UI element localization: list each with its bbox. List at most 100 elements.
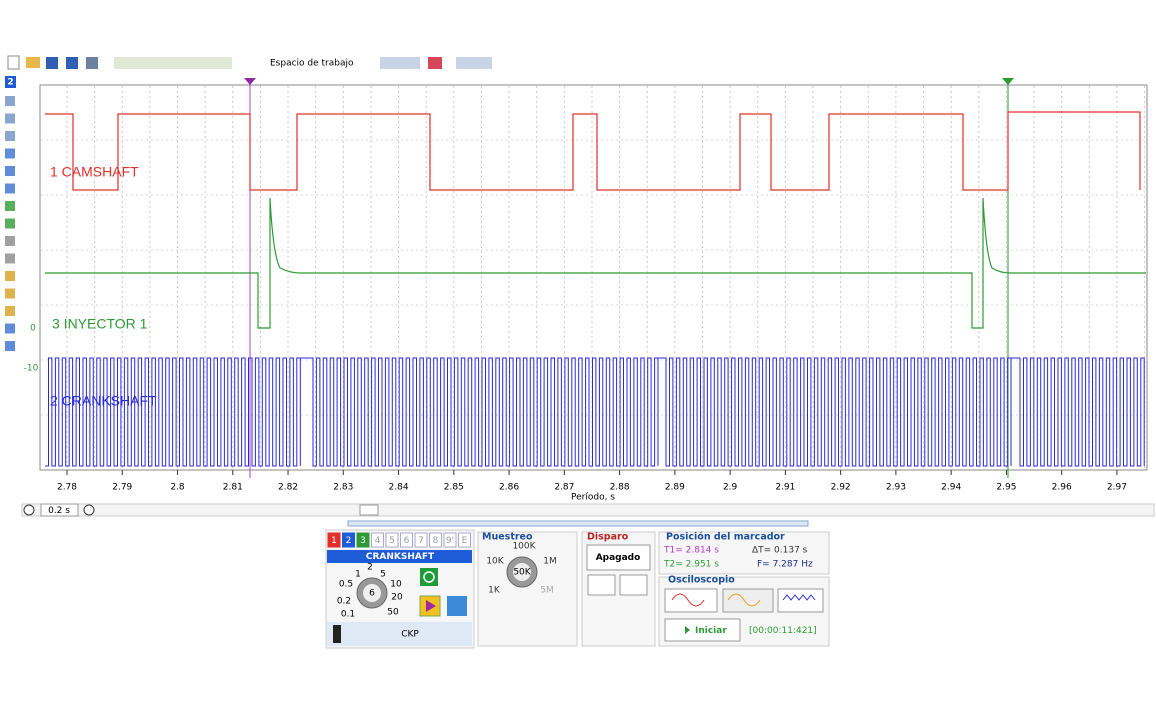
trigger-mode-button[interactable] (586, 544, 651, 571)
side-tool[interactable] (5, 306, 15, 316)
start-button[interactable] (664, 618, 741, 642)
new-icon[interactable] (7, 55, 20, 70)
side-tool[interactable] (5, 201, 15, 211)
side-tool[interactable] (5, 341, 15, 351)
x-tick-label: 2.84 (389, 483, 409, 493)
zoom-in[interactable] (83, 504, 95, 516)
x-tick-label: 2.94 (941, 483, 961, 493)
power-button[interactable] (420, 568, 438, 586)
probe[interactable]: CKP (401, 630, 419, 640)
channel-tab-label[interactable]: 5 (389, 536, 395, 546)
x-tick-label: 2.91 (775, 483, 795, 493)
knob-label: 0.1 (341, 610, 355, 620)
wave-icons[interactable] (114, 57, 232, 69)
channel-tab-label[interactable]: 2 (346, 536, 352, 546)
sampling-panel: Muestreo 50K 100K 10K 1M 1K 5M (477, 531, 578, 647)
channel-tab[interactable] (458, 532, 471, 548)
side-tool[interactable] (5, 236, 15, 246)
channel-label-injector[interactable]: 3 INYECTOR 1 (52, 316, 148, 332)
save-icon[interactable] (46, 57, 58, 69)
knob-label: 0.5 (339, 580, 353, 590)
knob-label: 50 (387, 608, 399, 618)
side-tool[interactable] (5, 113, 15, 124)
trigger-mode[interactable]: Apagado (596, 553, 641, 563)
channel-label-crankshaft[interactable]: 2 CRANKSHAFT (50, 393, 157, 409)
channel-tab-label[interactable]: 6 (404, 536, 410, 546)
y-label: 0 (30, 324, 36, 334)
x-tick-label: 2.89 (665, 483, 685, 493)
channel-tab-label[interactable]: 3 (360, 536, 366, 546)
view-icons[interactable] (456, 57, 492, 69)
channel-tab[interactable] (385, 532, 399, 548)
channel-tab[interactable] (414, 532, 428, 548)
channel-tab-label[interactable]: 4 (375, 536, 381, 546)
sampling-value[interactable]: 50K (513, 568, 531, 578)
trigger-panel: Disparo Apagado (581, 531, 656, 647)
channel-tab[interactable] (429, 532, 442, 548)
mode-sine[interactable] (664, 588, 718, 613)
knob-label: 2 (367, 563, 373, 573)
channel-tab[interactable] (371, 532, 384, 548)
delta-t: ΔT= 0.137 s (752, 546, 808, 556)
x-tick-label: 2.85 (444, 483, 464, 493)
zoom-out[interactable] (23, 504, 35, 516)
undo-icons[interactable] (380, 57, 420, 69)
side-tool[interactable] (5, 183, 15, 194)
knob-label: 20 (391, 593, 403, 603)
open-icon[interactable] (26, 57, 40, 68)
sampling-label: 5M (540, 586, 554, 596)
scope-title: Osciloscopio (668, 575, 735, 586)
period-value[interactable]: 0.2 s (48, 506, 70, 516)
side-tool[interactable] (5, 288, 15, 299)
active-channel[interactable]: 2 (7, 78, 13, 88)
x-axis-title: Período, s (571, 493, 615, 503)
workspace[interactable]: Espacio de trabajo (270, 59, 354, 69)
t2: T2= 2.951 s (663, 560, 719, 570)
side-tool[interactable] (5, 271, 15, 281)
side-tool[interactable] (5, 166, 15, 176)
channel-panel: 1 2 3 4 5 6 7 8 9' E CRANKSHAFT 6 1251020500.50.2… (325, 529, 475, 649)
marker-t1-handle[interactable] (244, 78, 256, 85)
sampling-label: 1M (543, 557, 557, 567)
channel-tab[interactable] (400, 532, 413, 548)
sampling-label: 100K (512, 542, 536, 552)
start-label[interactable]: Iniciar (695, 626, 727, 636)
knob-value[interactable]: 6 (369, 589, 375, 599)
x-tick-label: 2.87 (554, 483, 574, 493)
side-tool[interactable] (5, 218, 15, 229)
x-tick-label: 2.93 (886, 483, 906, 493)
side-tool[interactable] (5, 96, 15, 106)
marker-t2-handle[interactable] (1002, 78, 1014, 85)
mode-overlay[interactable] (722, 588, 774, 613)
knob-label: 5 (380, 570, 386, 580)
print-icon[interactable] (86, 57, 98, 69)
channel-tab[interactable] (443, 532, 457, 548)
channel-tab-label[interactable]: E (462, 536, 468, 546)
sampling-label: 1K (488, 586, 501, 596)
x-tick-label: 2.78 (57, 483, 77, 493)
channel-label-camshaft[interactable]: 1 CAMSHAFT (50, 164, 139, 180)
rising-edge[interactable] (587, 574, 616, 596)
channel-tab-label[interactable]: 8 (433, 536, 439, 546)
channel-tab-label[interactable]: 1 (331, 536, 337, 546)
calc-button[interactable] (447, 596, 467, 616)
x-tick-label: 2.92 (831, 483, 851, 493)
save-as-icon[interactable] (66, 57, 78, 69)
channel-tab[interactable] (342, 532, 355, 548)
x-tick-label: 2.81 (223, 483, 243, 493)
falling-edge[interactable] (619, 574, 648, 596)
side-tool[interactable] (5, 323, 15, 334)
side-tool[interactable] (5, 253, 15, 264)
side-tool[interactable] (5, 148, 15, 159)
channel-tab-label[interactable]: 7 (418, 536, 424, 546)
channel-tab-label[interactable]: 9' (446, 536, 454, 546)
channel-tab[interactable] (327, 532, 341, 548)
eraser-icon[interactable] (428, 57, 442, 69)
side-tool[interactable] (5, 131, 15, 141)
channel-tab[interactable] (356, 532, 370, 548)
injector-trace (45, 197, 1146, 329)
scroll-thumb[interactable] (359, 504, 379, 516)
x-tick-label: 2.9 (723, 483, 738, 493)
mode-recorder[interactable] (777, 588, 824, 613)
